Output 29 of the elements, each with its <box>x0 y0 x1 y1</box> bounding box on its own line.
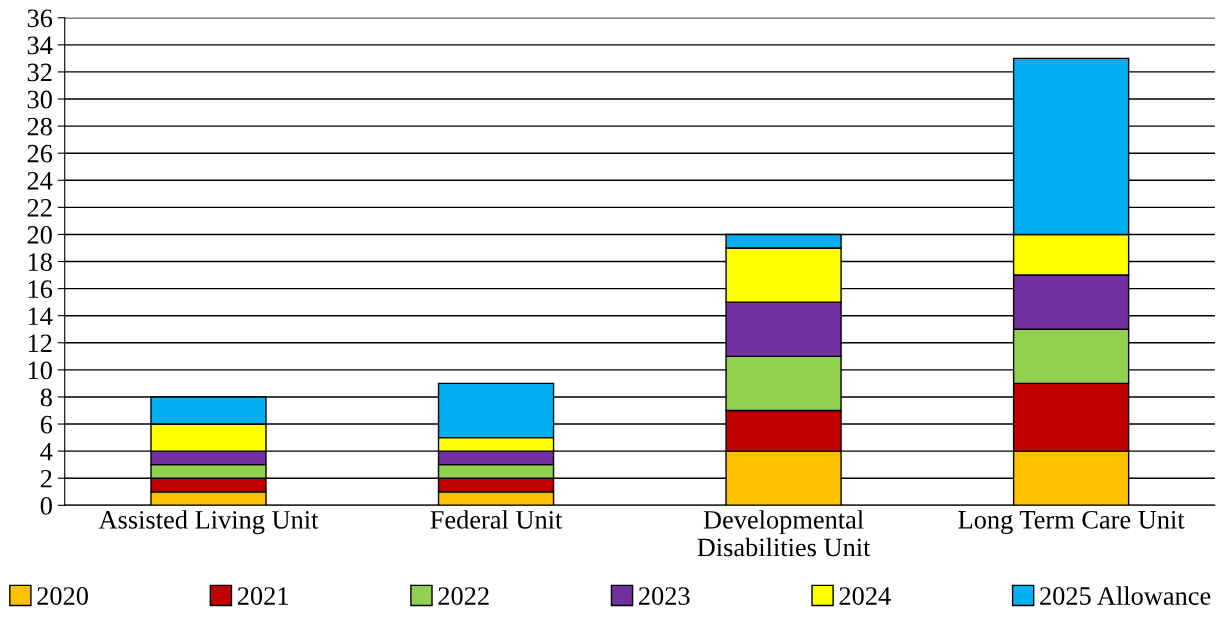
x-tick-label: Assisted Living Unit <box>98 510 319 535</box>
y-tick-label: 30 <box>27 90 52 109</box>
legend-label: 2022 <box>438 587 489 605</box>
x-tick-label: Long Term Care Unit <box>958 510 1185 535</box>
legend-label: 2020 <box>37 587 88 605</box>
y-tick-label: 16 <box>28 280 53 299</box>
y-tick-label: 18 <box>28 253 52 271</box>
y-tick-label: 6 <box>40 415 53 434</box>
y-tick-label: 8 <box>40 388 52 407</box>
y-tick-label: 22 <box>27 199 52 217</box>
y-tick-label: 20 <box>27 226 52 244</box>
y-tick-label: 4 <box>40 442 53 461</box>
legend-label: 2021 <box>237 587 288 605</box>
x-tick-label: Federal Unit <box>430 510 563 529</box>
legend-label: 2024 <box>839 587 891 605</box>
y-tick-label: 12 <box>28 334 52 352</box>
y-tick-label: 36 <box>27 9 53 28</box>
y-tick-label: 2 <box>40 469 52 488</box>
y-tick-label: 0 <box>40 496 52 515</box>
x-tick-label: Developmental Disabilities Unit <box>697 510 871 557</box>
y-tick-label: 28 <box>27 117 52 136</box>
y-tick-label: 34 <box>27 36 53 55</box>
y-tick-label: 24 <box>27 171 53 190</box>
legend-label: 2023 <box>639 587 690 605</box>
y-tick-label: 32 <box>27 63 52 82</box>
y-tick-label: 26 <box>27 144 53 163</box>
y-tick-label: 14 <box>28 307 53 325</box>
legend-label: 2025 Allowance <box>1040 586 1211 605</box>
y-tick-label: 10 <box>28 361 52 380</box>
